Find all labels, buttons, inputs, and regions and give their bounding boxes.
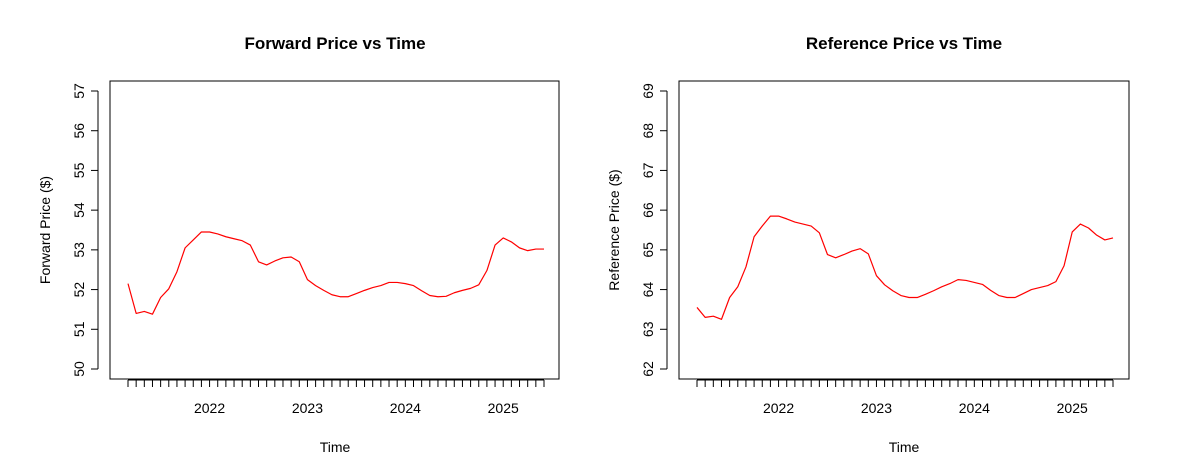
y-tick-label: 52 xyxy=(71,282,87,298)
x-tick-label: 2024 xyxy=(390,400,421,416)
y-tick-label: 68 xyxy=(640,123,656,139)
x-tick-label: 2023 xyxy=(861,400,892,416)
y-tick-label: 51 xyxy=(71,321,87,337)
x-tick-label: 2025 xyxy=(1057,400,1088,416)
x-tick-label: 2022 xyxy=(194,400,225,416)
x-axis: 2022 2023 2024 2025 xyxy=(127,379,545,416)
series-line xyxy=(127,231,544,315)
reference-price-chart: Reference Price vs Time 62 63 64 65 66 67 68 69… xyxy=(606,34,1130,455)
x-tick-label: 2023 xyxy=(292,400,323,416)
y-tick-label: 63 xyxy=(640,321,656,337)
y-tick-label: 66 xyxy=(640,202,656,218)
y-tick-label: 64 xyxy=(640,282,656,298)
reference-price-series xyxy=(696,215,1114,320)
y-axis: 50 51 52 53 54 55 56 57 xyxy=(71,83,99,377)
forward-price-chart: Forward Price vs Time 50 51 52 53 54 55 56 57 2… xyxy=(37,34,560,455)
y-axis-label: Reference Price ($) xyxy=(606,169,622,290)
y-tick-label: 62 xyxy=(640,361,656,377)
y-tick-label: 53 xyxy=(71,242,87,258)
x-axis: 2022 2023 2024 2025 xyxy=(696,379,1114,416)
chart-title: Forward Price vs Time xyxy=(244,34,425,53)
chart-title: Reference Price vs Time xyxy=(806,34,1002,53)
y-tick-label: 67 xyxy=(640,162,656,178)
x-tick-label: 2022 xyxy=(763,400,794,416)
x-axis-label: Time xyxy=(889,439,920,455)
y-tick-label: 54 xyxy=(71,202,87,218)
x-tick-label: 2025 xyxy=(488,400,519,416)
y-axis: 62 63 64 65 66 67 68 69 xyxy=(640,83,668,377)
y-axis-label: Forward Price ($) xyxy=(37,176,53,284)
y-tick-label: 50 xyxy=(71,361,87,377)
y-tick-label: 65 xyxy=(640,242,656,258)
series-line xyxy=(696,215,1114,320)
plot-area xyxy=(109,80,560,380)
x-axis-label: Time xyxy=(320,439,351,455)
y-tick-label: 56 xyxy=(71,123,87,139)
x-tick-label: 2024 xyxy=(959,400,990,416)
forward-price-series xyxy=(127,231,544,315)
plot-area xyxy=(678,80,1130,380)
y-tick-label: 69 xyxy=(640,83,656,99)
y-tick-label: 57 xyxy=(71,83,87,99)
y-tick-label: 55 xyxy=(71,162,87,178)
